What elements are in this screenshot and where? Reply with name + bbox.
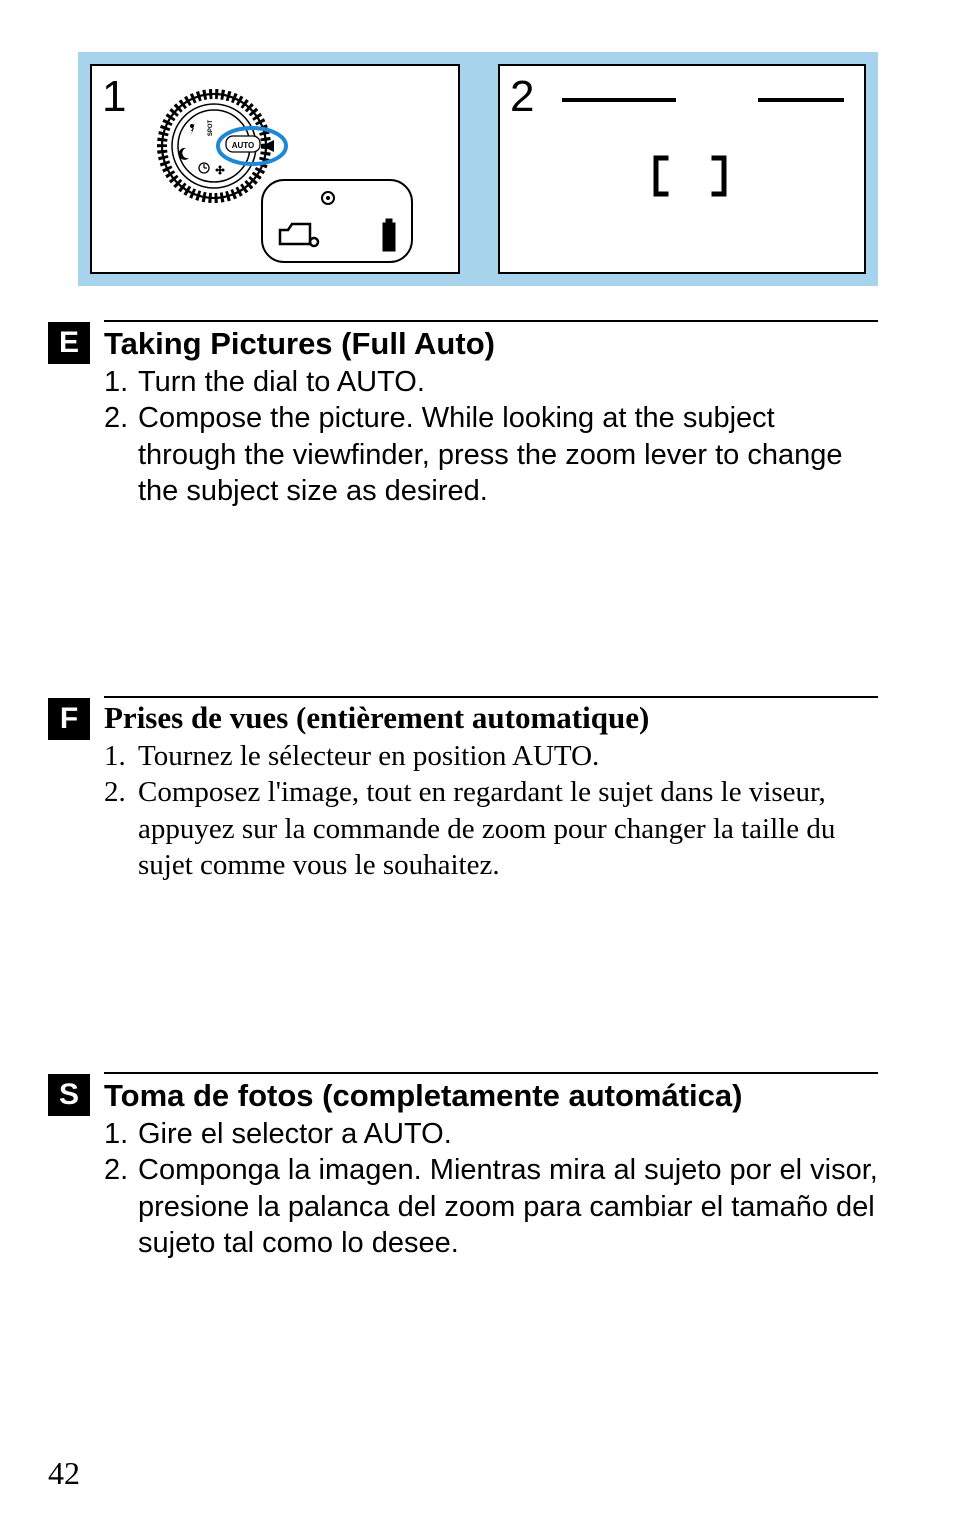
list-text: Turn the dial to AUTO. (138, 364, 878, 400)
list-number: 2. (104, 400, 138, 509)
list-item: 1. Tournez le sélecteur en position AUTO… (104, 738, 878, 774)
list-item: 2. Compose the picture. While looking at… (104, 400, 878, 509)
section-divider (104, 1072, 878, 1074)
section-heading-en: Taking Pictures (Full Auto) (104, 326, 878, 362)
list-text: Componga la imagen. Mientras mira al suj… (138, 1152, 878, 1261)
language-badge-fr: F (48, 698, 90, 740)
viewfinder-mark (758, 98, 844, 102)
list-item: 2. Composez l'image, tout en regardant l… (104, 774, 878, 883)
language-badge-es: S (48, 1074, 90, 1116)
list-number: 1. (104, 364, 138, 400)
list-number: 1. (104, 738, 138, 774)
section-body-fr: 1. Tournez le sélecteur en position AUTO… (104, 738, 878, 883)
language-badge-en: E (48, 322, 90, 364)
list-text: Composez l'image, tout en regardant le s… (138, 774, 878, 883)
camera-lcd-icon (262, 180, 412, 262)
illustration-panel-1: 1 AUTO (90, 64, 460, 274)
af-bracket-icon (652, 154, 732, 200)
panel-2-number: 2 (510, 72, 534, 122)
section-body-es: 1. Gire el selector a AUTO. 2. Componga … (104, 1116, 878, 1261)
illustration-panel: 1 AUTO (78, 52, 878, 286)
dial-auto-label: AUTO (232, 141, 255, 150)
section-heading-fr: Prises de vues (entièrement automatique) (104, 700, 878, 736)
section-divider (104, 696, 878, 698)
dial-spot-label: SPOT (208, 120, 214, 137)
section-body-en: 1. Turn the dial to AUTO. 2. Compose the… (104, 364, 878, 509)
section-heading-es: Toma de fotos (completamente automática) (104, 1078, 878, 1114)
camera-dial-illustration: AUTO SPOT (132, 70, 432, 270)
list-text: Gire el selector a AUTO. (138, 1116, 878, 1152)
viewfinder-mark (562, 98, 676, 102)
list-item: 1. Gire el selector a AUTO. (104, 1116, 878, 1152)
page-number: 42 (48, 1455, 80, 1492)
list-text: Compose the picture. While looking at th… (138, 400, 878, 509)
list-number: 2. (104, 1152, 138, 1261)
illustration-panel-2: 2 (498, 64, 866, 274)
panel-1-number: 1 (102, 72, 126, 122)
section-divider (104, 320, 878, 322)
list-item: 2. Componga la imagen. Mientras mira al … (104, 1152, 878, 1261)
list-item: 1. Turn the dial to AUTO. (104, 364, 878, 400)
list-number: 1. (104, 1116, 138, 1152)
list-number: 2. (104, 774, 138, 883)
list-text: Tournez le sélecteur en position AUTO. (138, 738, 878, 774)
